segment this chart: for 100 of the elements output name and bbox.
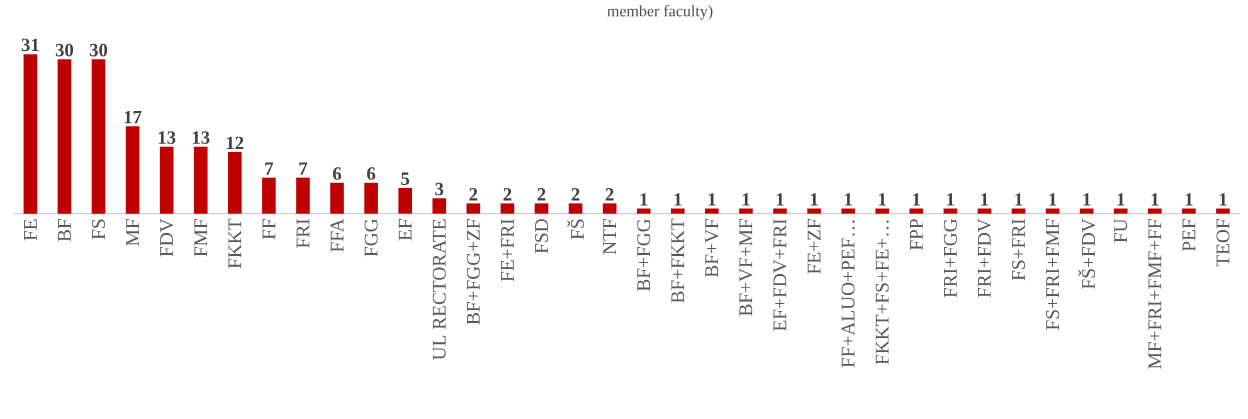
- x-tick-label: FF+ALUO+PEF…: [841, 220, 855, 368]
- x-tick-label: FRI: [296, 219, 310, 248]
- x-tick-label: FFA: [330, 218, 344, 252]
- data-label: 1: [742, 193, 750, 206]
- data-label: 1: [981, 193, 989, 206]
- data-label: 7: [299, 162, 308, 175]
- data-label: 1: [879, 193, 886, 206]
- x-tick-label: PEF: [1182, 219, 1196, 252]
- x-tick-label: BF+VF: [705, 219, 719, 278]
- bar: [432, 198, 447, 214]
- x-tick-label: TEOF: [1216, 219, 1230, 267]
- bar: [159, 146, 174, 214]
- bar: [705, 208, 719, 214]
- x-tick-label: FS+FRI+FMF: [1046, 219, 1060, 330]
- data-label: 13: [158, 131, 176, 144]
- bar: [773, 208, 787, 214]
- bar: [57, 59, 72, 214]
- x-tick-label: FS+FRI: [1012, 219, 1026, 281]
- data-label: 2: [469, 188, 478, 201]
- x-tick-label: NTF: [603, 219, 616, 255]
- bar: [977, 208, 992, 214]
- data-label: 1: [947, 193, 955, 206]
- x-tick-label: BF+VF+MF: [739, 219, 753, 316]
- data-label: 5: [401, 172, 410, 186]
- bar: [875, 208, 890, 214]
- x-tick-label: BF+FGG: [637, 218, 651, 292]
- x-tick-label: FRI+FGG: [943, 218, 957, 298]
- bar: [943, 208, 958, 214]
- data-label: 1: [810, 193, 818, 206]
- x-tick-label: EF+FDV+FRI: [773, 219, 787, 331]
- data-label: 2: [503, 188, 512, 201]
- bar: [841, 208, 855, 214]
- x-tick-label: FU: [1114, 218, 1128, 243]
- data-label: 1: [776, 193, 784, 206]
- data-label: 13: [192, 131, 210, 144]
- bar: [636, 208, 651, 214]
- x-tick-label: FPP: [909, 219, 923, 251]
- data-label: 6: [333, 167, 342, 180]
- data-label: 1: [1117, 193, 1125, 206]
- data-label: 30: [89, 43, 108, 57]
- data-label: 1: [1049, 193, 1057, 206]
- x-tick-label: FŠ: [567, 219, 584, 240]
- bar: [466, 203, 481, 214]
- data-label: 1: [640, 193, 648, 206]
- bar: [23, 54, 38, 214]
- x-tick-label: FE+FRI: [501, 219, 514, 282]
- x-tick-label: EF: [398, 219, 412, 241]
- x-tick-label: UL RECTORATE: [432, 219, 446, 360]
- data-label: 12: [227, 136, 244, 149]
- bar: [1113, 208, 1128, 214]
- x-tick-label: BF+FKKT: [671, 218, 685, 303]
- data-label: 1: [844, 193, 852, 206]
- x-tick-label: FS: [92, 219, 106, 240]
- data-label: 2: [537, 188, 546, 201]
- x-tick-label: FŠ+FDV: [1078, 218, 1096, 289]
- x-tick-label: FGG: [364, 218, 378, 257]
- bar: [296, 177, 310, 214]
- bar: [364, 182, 378, 214]
- x-tick-label: FF: [262, 219, 276, 240]
- bar: [1148, 208, 1162, 214]
- x-tick-label: FSD: [535, 219, 548, 254]
- data-label: 31: [21, 38, 39, 52]
- data-label: 2: [605, 188, 614, 201]
- data-label: 1: [1083, 193, 1091, 206]
- bar: [670, 208, 685, 214]
- bar: [398, 187, 413, 214]
- bar: [125, 126, 140, 214]
- bar: [602, 203, 617, 214]
- bar: [909, 208, 924, 214]
- data-label: 2: [571, 188, 580, 201]
- x-tick-label: FKKT+FS+FE+…: [875, 220, 889, 365]
- data-label: 3: [435, 182, 444, 196]
- bar: [1011, 208, 1026, 214]
- x-tick-label: FMF: [194, 219, 208, 257]
- chart-title: member faculty): [607, 4, 713, 20]
- x-tick-label: FE: [24, 219, 37, 241]
- data-label: 1: [1015, 193, 1023, 206]
- x-tick-label: FRI+FDV: [977, 218, 991, 298]
- x-tick-label: FKKT: [228, 218, 242, 269]
- bar: [500, 203, 515, 214]
- x-tick-label: MF+FRI+FMF+FF: [1148, 219, 1162, 369]
- data-label: 1: [1219, 193, 1227, 206]
- data-label: 17: [124, 110, 142, 124]
- bar: [534, 203, 549, 214]
- x-tick-label: BF+FGG+ZF: [466, 219, 480, 325]
- bar: [1079, 208, 1094, 214]
- bar: [228, 151, 242, 214]
- bar: [807, 208, 821, 214]
- bar: [193, 146, 208, 214]
- bar: [330, 182, 344, 214]
- x-tick-label: BF: [58, 219, 71, 242]
- data-label: 1: [674, 193, 682, 206]
- x-tick-label: FDV: [160, 218, 174, 257]
- data-label: 1: [708, 193, 716, 206]
- data-label: 1: [1185, 193, 1193, 206]
- data-label: 1: [913, 193, 920, 206]
- x-tick-label: MF: [126, 219, 139, 246]
- bar: [1216, 208, 1230, 214]
- bar: [1182, 208, 1196, 214]
- bar: [739, 208, 753, 214]
